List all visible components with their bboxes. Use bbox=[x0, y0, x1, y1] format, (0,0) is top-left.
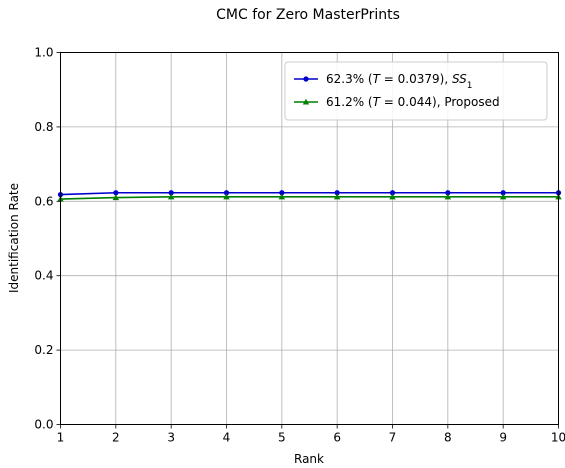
y-ticks: 0.0 0.2 0.4 0.6 0.8 1.0 bbox=[34, 46, 61, 432]
data-point bbox=[113, 190, 119, 196]
data-point bbox=[334, 190, 340, 196]
data-point bbox=[168, 190, 174, 196]
x-tick-label: 9 bbox=[499, 431, 507, 445]
legend: 62.3% (T = 0.0379), SS1 61.2% (T = 0.044)… bbox=[284, 61, 548, 121]
series-1 bbox=[57, 190, 562, 198]
x-tick-label: 2 bbox=[112, 431, 120, 445]
data-point bbox=[333, 193, 341, 200]
legend-label-part: Proposed bbox=[444, 95, 499, 109]
x-tick-label: 1 bbox=[57, 431, 65, 445]
x-tick-label: 7 bbox=[389, 431, 397, 445]
legend-marker bbox=[303, 76, 309, 82]
data-point bbox=[112, 194, 120, 201]
legend-label-part: SS bbox=[452, 72, 467, 86]
legend-item: 62.3% (T = 0.0379), SS1 bbox=[294, 72, 473, 91]
legend-label-part: = 0.044), bbox=[380, 95, 444, 109]
data-point bbox=[444, 193, 452, 200]
series-lines bbox=[57, 190, 562, 202]
legend-label: 62.3% (T = 0.0379), SS1 bbox=[326, 72, 473, 91]
legend-marker bbox=[302, 98, 310, 105]
data-point bbox=[223, 190, 230, 196]
data-point bbox=[500, 190, 506, 196]
legend-label-part: 62.3% ( bbox=[326, 72, 373, 86]
y-tick-label: 1.0 bbox=[34, 46, 53, 60]
x-ticks: 1 2 3 4 5 6 7 8 9 10 bbox=[57, 424, 565, 445]
data-point bbox=[389, 190, 396, 196]
data-point bbox=[279, 190, 285, 196]
x-tick-label: 10 bbox=[551, 431, 565, 445]
legend-label-part: = 0.0379), bbox=[380, 72, 452, 86]
legend-box bbox=[284, 61, 548, 121]
legend-label: 61.2% (T = 0.044), Proposed bbox=[326, 95, 500, 109]
series-2 bbox=[57, 193, 562, 202]
y-tick-label: 0.2 bbox=[34, 343, 53, 357]
legend-label-part: T bbox=[373, 95, 382, 109]
x-tick-label: 4 bbox=[223, 431, 231, 445]
y-tick-label: 0.8 bbox=[34, 120, 53, 134]
y-tick-label: 0.4 bbox=[34, 269, 53, 283]
plot-frame bbox=[60, 52, 559, 425]
data-point bbox=[167, 193, 175, 200]
legend-label-part: 61.2% ( bbox=[326, 95, 373, 109]
y-tick-label: 0.6 bbox=[34, 194, 53, 208]
series-line bbox=[60, 196, 559, 200]
legend-label-part: T bbox=[373, 72, 382, 86]
legend-item: 61.2% (T = 0.044), Proposed bbox=[294, 95, 500, 109]
data-point bbox=[499, 193, 507, 200]
data-point bbox=[445, 190, 451, 196]
x-tick-label: 8 bbox=[444, 431, 452, 445]
x-tick-label: 3 bbox=[167, 431, 175, 445]
y-tick-label: 0.0 bbox=[34, 418, 53, 432]
x-axis-label: Rank bbox=[294, 452, 324, 466]
series-line bbox=[60, 191, 559, 196]
y-axis-label: Identification Rate bbox=[7, 183, 21, 293]
x-tick-label: 5 bbox=[278, 431, 286, 445]
legend-label-part: 1 bbox=[467, 81, 473, 91]
data-point bbox=[223, 193, 230, 200]
x-tick-label: 6 bbox=[333, 431, 341, 445]
chart-title: CMC for Zero MasterPrints bbox=[216, 7, 400, 23]
data-point bbox=[389, 193, 396, 200]
data-point bbox=[278, 193, 286, 200]
